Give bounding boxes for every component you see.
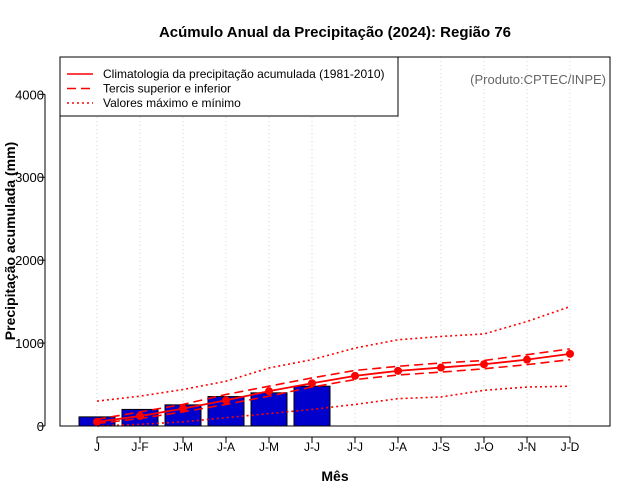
climatology-point — [179, 404, 187, 413]
x-tick-label: J-D — [561, 440, 580, 454]
y-tick-label: 0 — [37, 419, 44, 434]
y-axis: 0 1000 2000 3000 4000 — [15, 87, 46, 434]
grid — [96, 57, 571, 426]
x-axis: J J-F J-M J-A J-M J-J J-J J-A J-S J-O J-N J-D — [94, 436, 580, 454]
x-tick-label: J-A — [217, 440, 235, 454]
y-tick-label: 4000 — [15, 87, 44, 102]
x-tick-label: J-F — [131, 440, 148, 454]
x-tick-label: J-S — [432, 440, 450, 454]
y-tick-label: 2000 — [15, 253, 44, 268]
climatology-point — [566, 349, 574, 358]
x-tick-label: J — [94, 440, 100, 454]
climatology-point — [480, 360, 488, 369]
y-tick-label: 3000 — [15, 170, 44, 185]
climatology-point — [394, 366, 402, 375]
chart-title: Acúmulo Anual da Precipitação (2024): Re… — [159, 24, 511, 41]
x-tick-label: J-M — [173, 440, 193, 454]
x-tick-label: J-M — [259, 440, 279, 454]
x-axis-label: Mês — [321, 468, 348, 484]
climatology-line — [96, 352, 571, 423]
climatology-point — [523, 355, 531, 364]
credit-text: (Produto:CPTEC/INPE) — [470, 72, 606, 87]
x-tick-label: J-O — [474, 440, 493, 454]
lines — [93, 305, 574, 427]
legend-box — [59, 56, 399, 117]
tercile-line — [96, 348, 571, 421]
legend-label: Climatologia da precipitação acumulada (… — [103, 67, 385, 81]
climatology-point — [351, 371, 359, 380]
y-axis-label: Precipitação acumulada (mm) — [2, 142, 18, 340]
climatology-point — [437, 363, 445, 372]
legend-label: Tercis superior e inferior — [103, 82, 231, 96]
x-tick-label: J-J — [304, 440, 320, 454]
x-tick-label: J-A — [389, 440, 407, 454]
extreme-line — [96, 305, 571, 402]
legend: Climatologia da precipitação acumulada (… — [59, 56, 399, 117]
climatology-point — [222, 396, 230, 405]
y-tick-label: 1000 — [15, 336, 44, 351]
climatology-point — [265, 387, 273, 396]
climatology-point — [308, 379, 316, 388]
legend-label: Valores máximo e mínimo — [103, 96, 241, 110]
x-tick-label: J-J — [347, 440, 363, 454]
extreme-line — [96, 385, 571, 427]
x-tick-label: J-N — [518, 440, 537, 454]
bar — [293, 385, 331, 427]
tercile-line — [96, 358, 571, 425]
